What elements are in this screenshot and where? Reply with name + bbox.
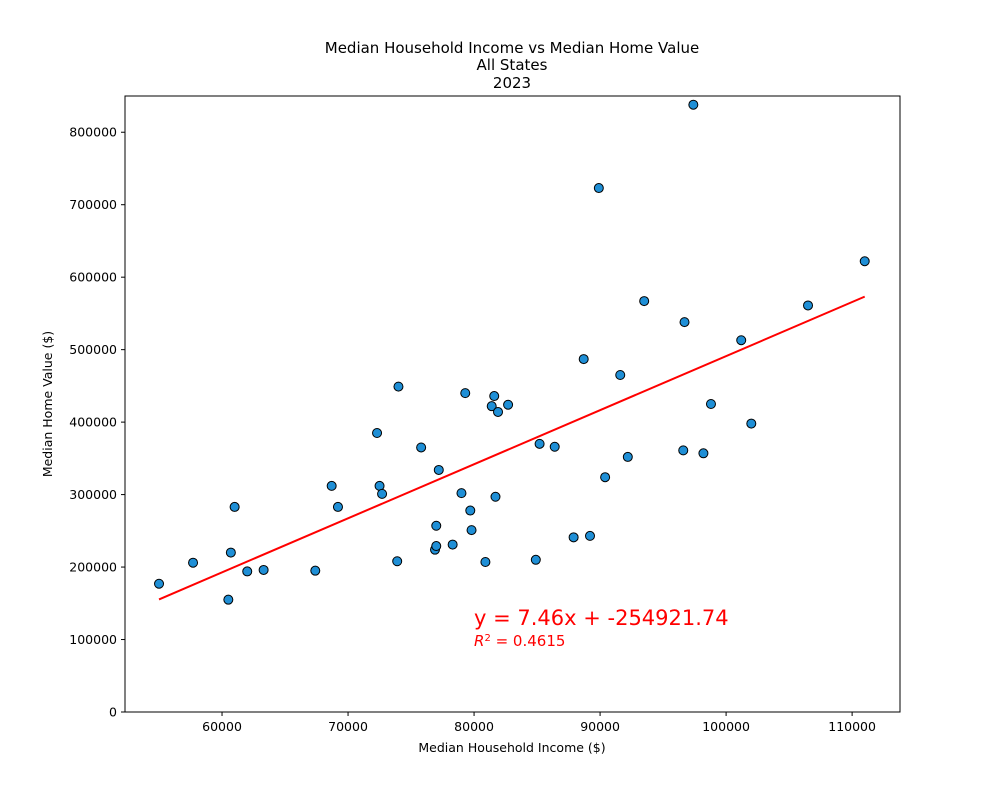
r-squared-annotation: R2 = 0.4615: [474, 632, 565, 650]
data-point: [447, 539, 458, 550]
data-point: [223, 594, 234, 605]
data-point: [392, 556, 403, 567]
x-tick-label: 100000: [702, 719, 750, 734]
data-point: [229, 501, 240, 512]
x-axis-label: Median Household Income ($): [418, 740, 605, 755]
data-point: [225, 547, 236, 558]
data-point: [534, 438, 545, 449]
chart-subtitle: All States: [477, 56, 548, 74]
x-tick-label: 110000: [828, 719, 876, 734]
y-tick-label: 800000: [69, 125, 117, 140]
data-point: [615, 370, 626, 381]
data-point: [568, 532, 579, 543]
data-point: [678, 445, 689, 456]
x-tick-label: 90000: [580, 719, 620, 734]
data-point: [310, 565, 321, 576]
y-tick-label: 600000: [69, 270, 117, 285]
data-point: [639, 296, 650, 307]
data-point: [188, 557, 199, 568]
data-point: [503, 399, 514, 410]
y-tick-label: 400000: [69, 415, 117, 430]
data-point: [859, 256, 870, 267]
data-point: [746, 418, 757, 429]
data-point: [480, 556, 491, 567]
y-tick-label: 100000: [69, 632, 117, 647]
y-tick-label: 0: [109, 705, 117, 720]
data-point: [465, 505, 476, 516]
chart-title-group: Median Household Income vs Median Home V…: [325, 39, 699, 92]
y-tick-label: 700000: [69, 197, 117, 212]
data-point: [431, 520, 442, 531]
y-tick-label: 300000: [69, 487, 117, 502]
data-point: [242, 566, 253, 577]
data-point: [622, 451, 633, 462]
data-point: [585, 530, 595, 541]
data-points: [154, 99, 870, 605]
x-axis-ticks: 60000 70000 80000 90000 100000 110000: [202, 712, 876, 734]
r-squared-superscript: 2: [484, 633, 490, 644]
y-tick-label: 500000: [69, 342, 117, 357]
data-point: [578, 354, 589, 365]
data-point: [679, 317, 690, 328]
y-axis-ticks: 0 100000 200000 300000 400000 500000 600000 700…: [69, 125, 125, 720]
data-point: [332, 501, 343, 512]
data-point: [326, 480, 337, 491]
data-point: [433, 464, 444, 475]
y-axis-label: Median Home Value ($): [40, 331, 55, 477]
r-squared-symbol: R: [474, 632, 484, 650]
data-point: [393, 381, 404, 392]
data-point: [258, 564, 269, 575]
data-point: [489, 391, 500, 402]
data-point: [486, 401, 497, 412]
data-point: [466, 525, 477, 536]
y-tick-label: 200000: [69, 560, 117, 575]
data-point: [530, 554, 541, 565]
data-point: [493, 406, 504, 417]
regression-equation: y = 7.46x + -254921.74: [474, 606, 729, 630]
data-point: [600, 472, 611, 483]
data-point: [456, 488, 467, 499]
x-tick-label: 70000: [328, 719, 368, 734]
data-point: [154, 578, 165, 589]
data-point: [593, 183, 604, 194]
data-point: [705, 399, 716, 409]
x-tick-label: 60000: [202, 719, 242, 734]
r-squared-value: = 0.4615: [491, 632, 566, 650]
data-point: [372, 427, 383, 438]
chart-year: 2023: [493, 74, 531, 92]
data-point: [431, 541, 442, 552]
data-point: [736, 335, 747, 346]
data-point: [416, 442, 427, 453]
data-point: [698, 448, 709, 459]
data-point: [490, 491, 501, 502]
regression-line: [158, 295, 866, 601]
x-tick-label: 80000: [454, 719, 494, 734]
data-point: [688, 99, 699, 110]
chart-title: Median Household Income vs Median Home V…: [325, 39, 699, 57]
data-point: [460, 388, 471, 399]
data-point: [377, 488, 388, 499]
data-point: [549, 441, 560, 452]
data-point: [803, 300, 814, 311]
